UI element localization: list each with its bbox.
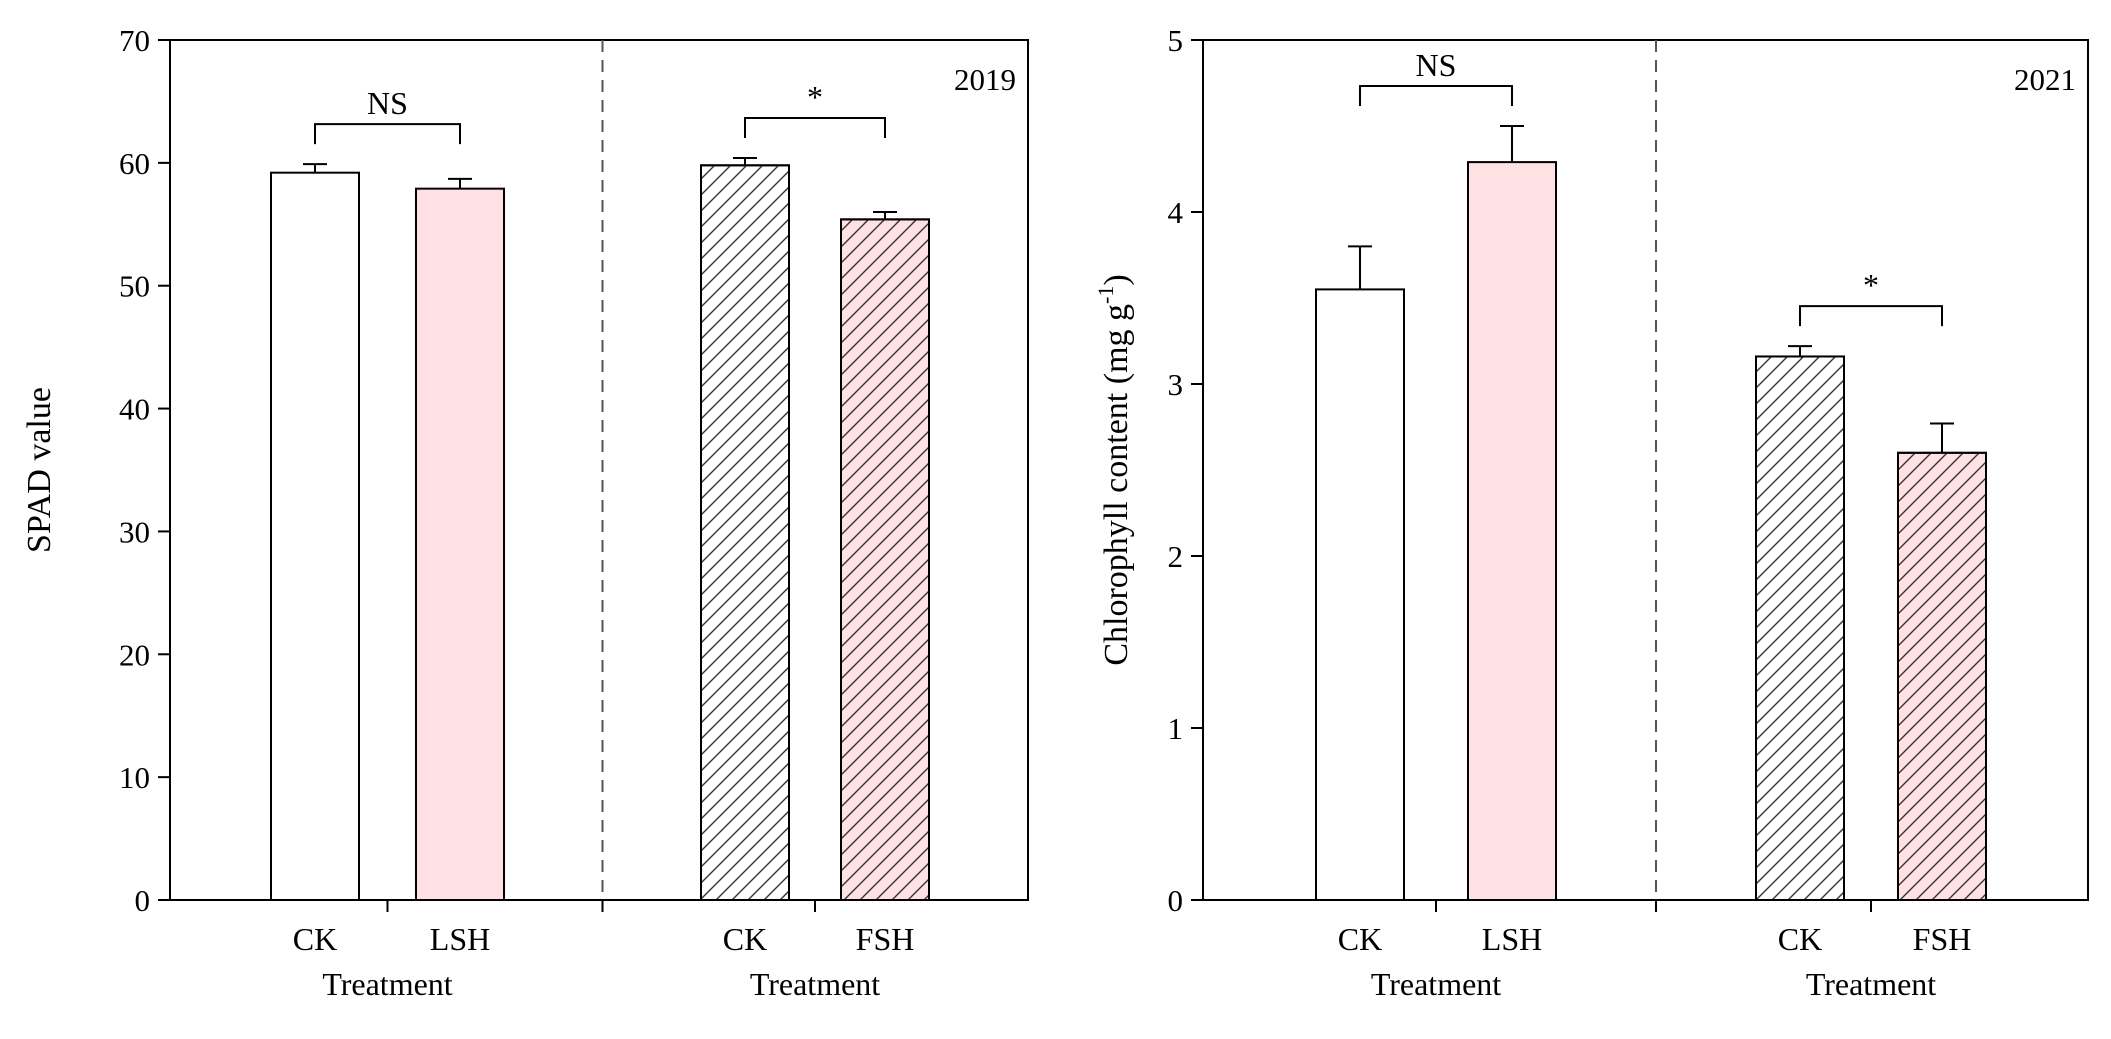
y-tick-label: 2	[1168, 539, 1184, 574]
bar-hatch	[1897, 451, 1987, 901]
x-tick-label: CK	[723, 921, 767, 957]
significance-bracket	[744, 116, 886, 138]
significance-label: NS	[367, 85, 408, 121]
chart-panel-1: 0 10 20 30 40 50 60 70 SPAD value 2019 CK LSH Treatm…	[21, 23, 1029, 1002]
y-tick-label: 50	[119, 269, 150, 304]
plot-frame	[169, 39, 1029, 901]
significance-label: *	[1863, 267, 1879, 303]
significance-bracket	[1359, 85, 1513, 106]
plot-frame	[1202, 39, 2089, 901]
x-axis-label: Treatment	[1806, 966, 1936, 1002]
y-tick-label: 1	[1168, 711, 1184, 746]
x-tick-label: CK	[1338, 921, 1382, 957]
bar-ck	[1315, 288, 1405, 901]
y-axis-label-superscript: -1	[1093, 286, 1118, 304]
x-tick-label: LSH	[430, 921, 490, 957]
y-tick-label: 20	[119, 637, 150, 672]
significance-label: NS	[1416, 47, 1457, 83]
x-tick-label: CK	[293, 921, 337, 957]
y-tick-label: 0	[1168, 883, 1184, 918]
y-axis-label-main: SPAD value	[21, 387, 58, 553]
x-axis-label: Treatment	[322, 966, 452, 1002]
y-tick-label: 4	[1168, 195, 1184, 230]
significance-label: *	[807, 79, 823, 115]
x-axis-label: Treatment	[1371, 966, 1501, 1002]
x-tick-label: CK	[1778, 921, 1822, 957]
y-tick-label: 5	[1168, 23, 1184, 58]
bar-lsh	[1467, 161, 1557, 901]
y-tick-label: 70	[119, 23, 150, 58]
y-tick-label: 0	[135, 883, 151, 918]
chart-panel-2: 0 1 2 3 4 5 Chlorophyll content (mg g-1) 2021 CK…	[1093, 23, 2089, 1002]
significance-bracket	[314, 123, 461, 145]
y-axis-label: SPAD value	[21, 387, 58, 553]
y-tick-label: 60	[119, 146, 150, 181]
bar-lsh	[415, 187, 505, 901]
year-label: 2021	[2014, 62, 2076, 97]
x-axis-label: Treatment	[750, 966, 880, 1002]
x-tick-label: LSH	[1482, 921, 1542, 957]
year-label: 2019	[954, 62, 1016, 97]
y-axis-label: Chlorophyll content (mg g-1)	[1093, 274, 1135, 665]
x-tick-label: FSH	[856, 921, 915, 957]
bar-hatch	[1755, 355, 1845, 902]
y-tick-label: 10	[119, 760, 150, 795]
bar-ck	[270, 171, 360, 901]
significance-bracket	[1799, 305, 1943, 327]
y-tick-label: 40	[119, 392, 150, 427]
y-axis-label-main: Chlorophyll content (mg g	[1098, 304, 1135, 666]
x-tick-label: FSH	[1913, 921, 1972, 957]
bar-hatch	[840, 218, 930, 902]
bar-hatch	[700, 164, 790, 902]
y-axis-label-suffix: )	[1098, 274, 1135, 285]
y-tick-label: 3	[1168, 367, 1184, 402]
y-tick-label: 30	[119, 514, 150, 549]
